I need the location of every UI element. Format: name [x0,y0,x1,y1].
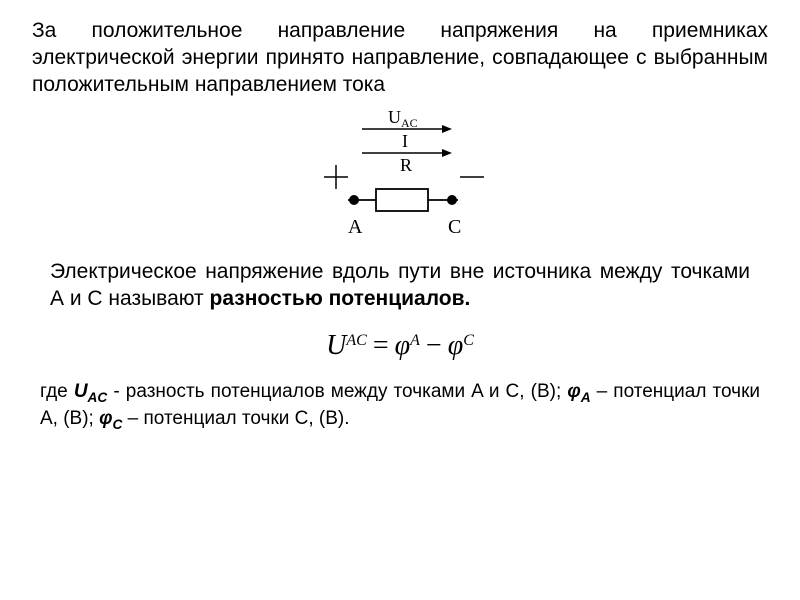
svg-text:C: C [448,216,461,238]
svg-text:A: A [348,216,363,238]
formula-phi1: φ [395,330,411,362]
paragraph-where: где UAC - разность потенциалов между точ… [40,380,760,433]
p3-uac: UAC [74,381,107,402]
svg-text:I: I [402,131,408,151]
formula-eq: = [367,330,395,362]
formula-AC: AC [346,332,366,364]
svg-text:UAC: UAC [388,107,418,130]
p3-phiA: φA [567,381,590,402]
para2-bold: разностью потенциалов. [210,287,471,310]
formula-C: C [463,332,474,364]
formula-phi2: φ [448,330,464,362]
formula-U: U [326,330,346,362]
p3-phiC: φC [99,408,122,429]
p3-d: – потенциал точки С, (В). [122,408,349,429]
circuit-svg: UACIR A C [290,107,510,247]
svg-text:R: R [400,155,412,175]
formula-minus: − [420,330,448,362]
paragraph-potential-diff: Электрическое напряжение вдоль пути вне … [50,259,750,313]
formula-uac: U AC = φ A − φ C [32,330,768,362]
circuit-diagram: UACIR A C [32,107,768,247]
paragraph-direction: За положительное направление напряжения … [32,18,768,99]
p3-a: где [40,381,74,402]
p3-b: - разность потенциалов между точками A и… [107,381,567,402]
formula-A: A [410,332,420,364]
